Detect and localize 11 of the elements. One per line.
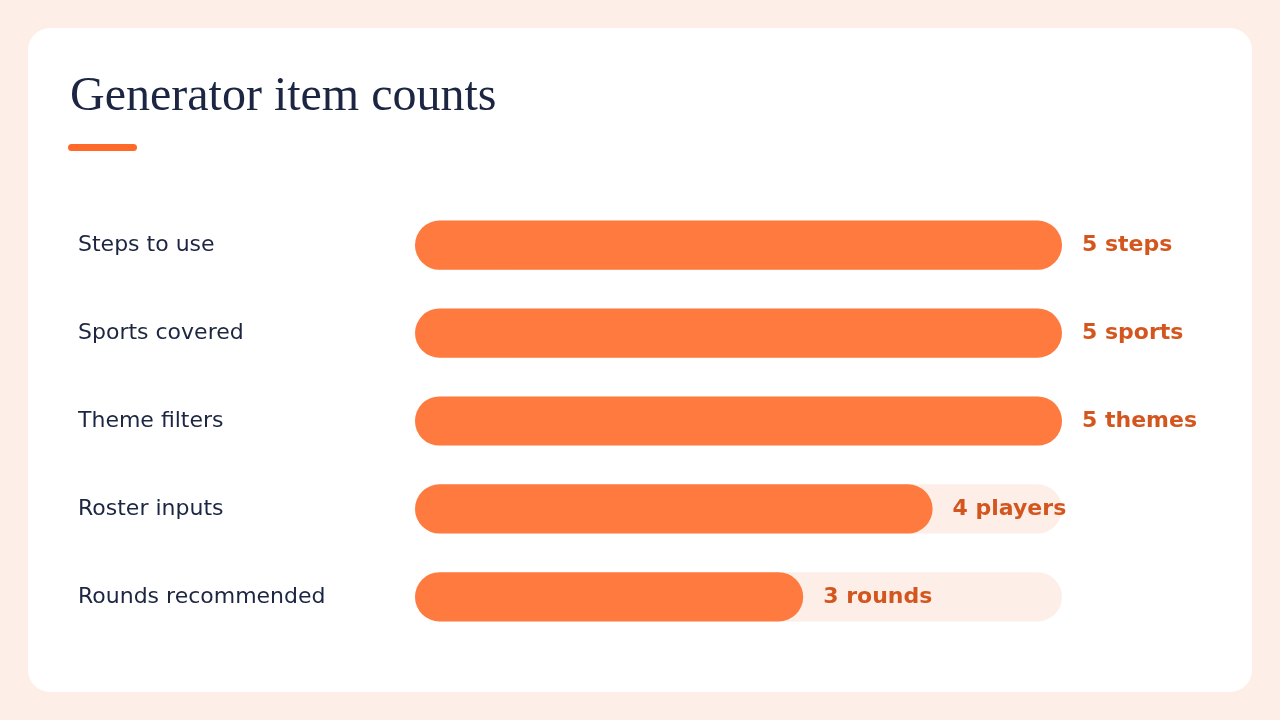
y-tick-label: Theme filters xyxy=(77,406,224,432)
data-label: 4 players xyxy=(952,494,1067,520)
chart-title: Generator item counts xyxy=(70,66,497,121)
data-label: 5 themes xyxy=(1082,406,1198,432)
y-tick-label: Steps to use xyxy=(78,230,215,256)
data-label: 5 steps xyxy=(1082,230,1173,256)
y-tick-label: Rounds recommended xyxy=(78,582,326,608)
y-tick-label: Sports covered xyxy=(78,318,244,344)
data-label: 5 sports xyxy=(1082,318,1184,344)
data-label: 3 rounds xyxy=(823,582,933,608)
y-tick-label: Roster inputs xyxy=(78,494,224,520)
